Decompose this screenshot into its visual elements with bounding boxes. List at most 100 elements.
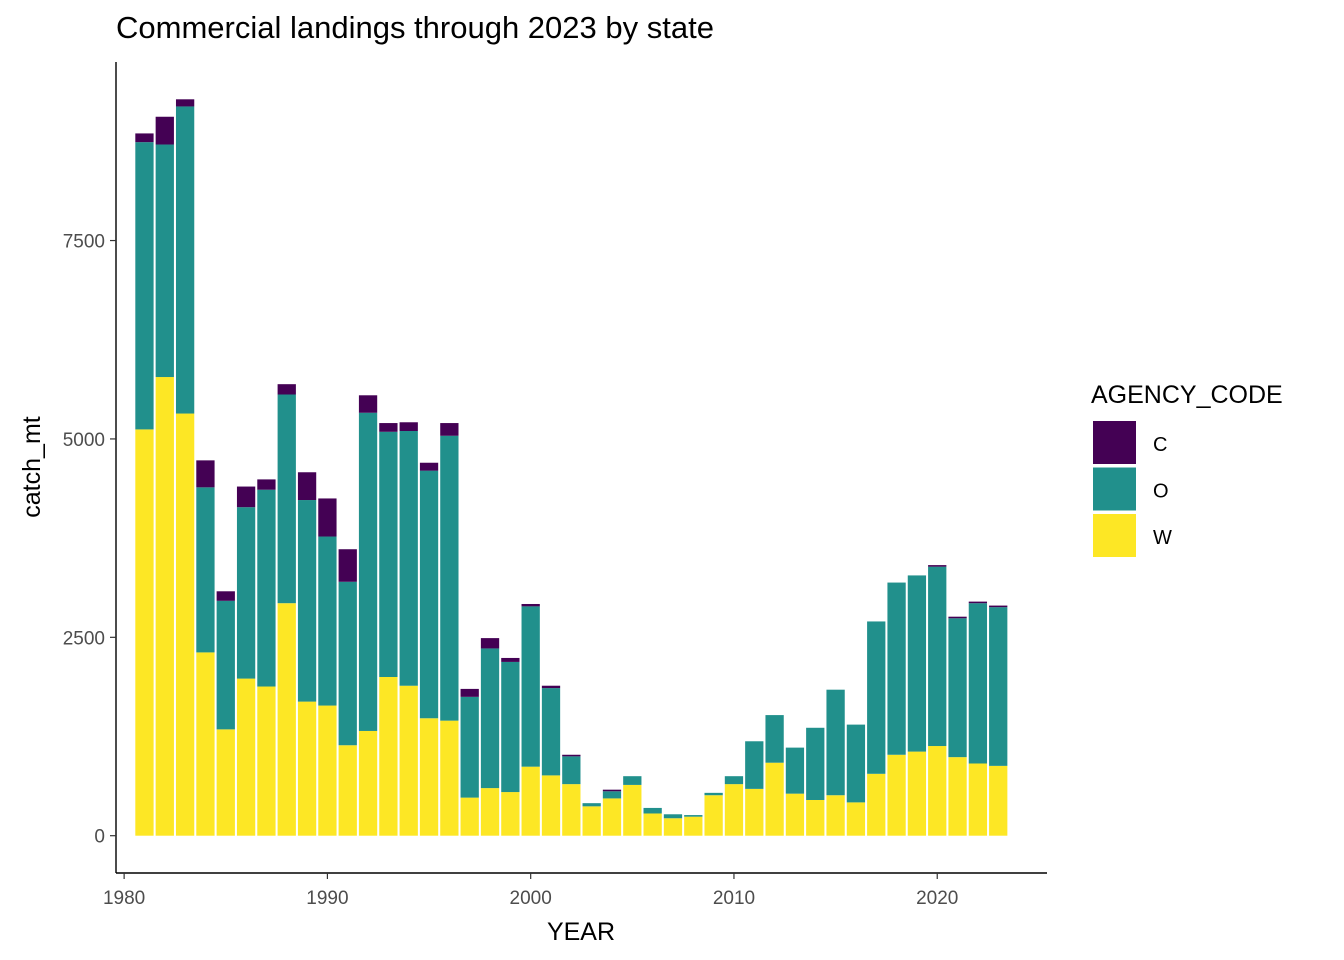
bar-1993-O: [379, 431, 398, 677]
bar-1987-W: [257, 686, 276, 836]
x-tick-label: 2000: [510, 888, 552, 909]
bar-1982-W: [155, 377, 174, 836]
legend-key-O: [1093, 467, 1136, 511]
bar-1983-O: [175, 106, 195, 414]
bar-1999-W: [501, 792, 520, 836]
chart-title: Commercial landings through 2023 by stat…: [116, 10, 714, 45]
bar-2020-C: [928, 565, 947, 567]
x-axis-title: YEAR: [547, 918, 615, 946]
y-tick-label: 2500: [63, 628, 105, 649]
bar-2020-W: [928, 746, 947, 836]
bar-2023-W: [989, 765, 1008, 836]
bar-1997-W: [460, 797, 479, 836]
bar-1989-O: [297, 500, 317, 702]
bar-1982-C: [155, 116, 174, 145]
bar-1983-W: [175, 413, 195, 836]
bar-1996-W: [440, 720, 459, 836]
bar-1996-C: [440, 423, 459, 436]
bar-1991-O: [338, 581, 357, 746]
bar-2003-W: [582, 806, 601, 836]
bar-1995-O: [419, 470, 439, 719]
bar-2008-W: [684, 816, 703, 836]
bar-1982-O: [155, 144, 174, 378]
bar-1995-C: [419, 462, 439, 471]
bar-2010-O: [724, 776, 744, 785]
bar-2004-W: [602, 798, 622, 836]
bar-1988-W: [277, 603, 296, 836]
bar-2007-W: [663, 818, 683, 836]
bar-1987-O: [257, 489, 276, 687]
y-axis-title: catch_mt: [18, 416, 46, 517]
bar-1981-O: [135, 142, 154, 430]
bar-2000-W: [521, 766, 540, 836]
bar-2018-W: [887, 754, 906, 836]
bar-2002-O: [562, 756, 581, 785]
bar-2000-C: [521, 603, 540, 607]
bar-1999-C: [501, 657, 520, 662]
bar-1998-C: [480, 638, 500, 649]
bar-2014-W: [806, 799, 825, 836]
bar-2011-O: [745, 741, 764, 789]
bar-2002-C: [562, 754, 581, 757]
bar-2013-O: [785, 747, 805, 794]
bar-1996-O: [440, 435, 459, 721]
bar-1987-C: [257, 479, 276, 490]
bar-1992-O: [358, 412, 378, 731]
bar-2002-W: [562, 784, 581, 836]
bar-2021-O: [948, 618, 967, 758]
x-tick-label: 2010: [713, 888, 755, 909]
bar-1984-O: [196, 487, 215, 653]
bar-2001-C: [541, 685, 561, 689]
bar-2001-W: [541, 775, 561, 836]
y-tick-label: 0: [94, 827, 105, 848]
bar-1985-C: [216, 591, 235, 601]
bar-1986-C: [236, 486, 256, 508]
bar-2012-W: [765, 762, 784, 836]
bar-1994-W: [399, 685, 418, 836]
bar-2023-C: [989, 605, 1008, 608]
bar-1992-C: [358, 395, 378, 413]
bar-2009-O: [704, 792, 723, 796]
bar-1986-W: [236, 678, 256, 836]
bar-1999-O: [501, 661, 520, 793]
bar-2006-W: [643, 813, 662, 836]
bar-1990-W: [318, 705, 337, 836]
legend-key-W: [1093, 514, 1136, 557]
bar-2017-O: [867, 621, 886, 774]
bar-2019-O: [907, 575, 927, 752]
x-tick-label: 2020: [916, 888, 958, 909]
bar-1988-O: [277, 394, 296, 604]
bar-2004-C: [602, 789, 622, 792]
bar-2011-W: [745, 788, 764, 836]
bar-2004-O: [602, 791, 622, 799]
bar-1990-O: [318, 536, 337, 706]
bar-1985-O: [216, 600, 235, 730]
bar-1997-O: [460, 696, 479, 798]
legend: AGENCY_CODE C O W: [1091, 381, 1283, 557]
bars-layer: [135, 99, 1008, 836]
bar-1988-C: [277, 384, 296, 395]
bar-2022-W: [968, 763, 988, 836]
bar-1990-C: [318, 498, 337, 537]
bar-1981-C: [135, 133, 154, 143]
x-tick-label: 1990: [306, 888, 348, 909]
bar-2001-O: [541, 688, 561, 776]
bar-2010-W: [724, 784, 744, 836]
bar-2021-W: [948, 757, 967, 836]
bar-1997-C: [460, 688, 479, 697]
bar-2023-O: [989, 607, 1008, 766]
bar-1984-C: [196, 460, 215, 488]
bar-1998-W: [480, 788, 500, 836]
bar-1989-W: [297, 701, 317, 836]
bar-2000-O: [521, 606, 540, 767]
bar-2014-O: [806, 727, 825, 800]
bar-2020-O: [928, 566, 947, 747]
bar-2019-W: [907, 751, 927, 836]
bar-2013-W: [785, 793, 805, 836]
bar-2005-W: [623, 784, 642, 836]
bar-2016-W: [846, 802, 866, 836]
bar-2003-O: [582, 803, 601, 807]
x-axis-ticks: 1980 1990 2000 2010 2020: [103, 873, 958, 909]
bar-2017-W: [867, 773, 886, 836]
